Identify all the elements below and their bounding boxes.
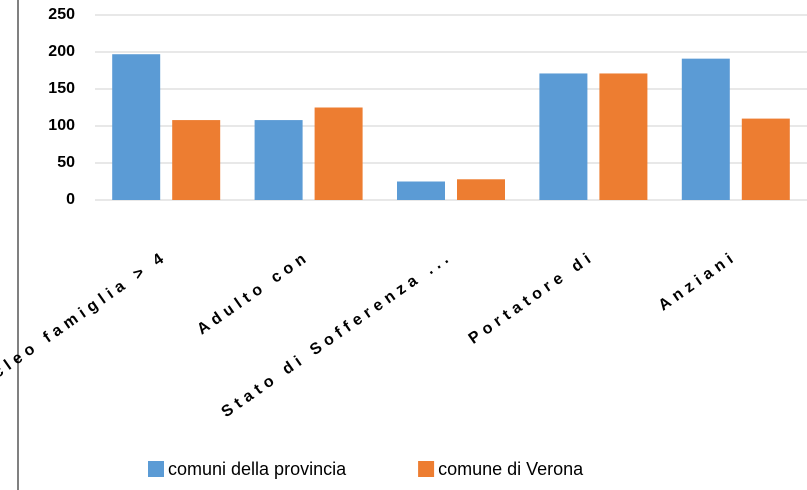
bar bbox=[254, 120, 303, 200]
legend-swatch bbox=[418, 461, 435, 477]
bar bbox=[314, 107, 363, 200]
x-tick-label: Anziani bbox=[655, 248, 740, 315]
bar bbox=[172, 120, 221, 200]
bar bbox=[539, 73, 588, 200]
x-tick-label: Portatore di bbox=[466, 248, 598, 348]
x-tick-label: Stato di Sofferenza ... bbox=[218, 248, 455, 421]
bar bbox=[681, 58, 730, 200]
legend-label: comune di Verona bbox=[438, 459, 584, 479]
bar bbox=[112, 54, 161, 200]
y-tick-label: 0 bbox=[66, 191, 75, 208]
x-tick-label: Nucleo famiglia > 4 bbox=[0, 248, 171, 400]
y-tick-label: 250 bbox=[48, 6, 75, 23]
legend-label: comuni della provincia bbox=[168, 459, 347, 479]
y-tick-label: 200 bbox=[48, 43, 75, 60]
legend-swatch bbox=[148, 461, 164, 477]
x-tick-label: Adulto con bbox=[194, 248, 313, 339]
bar bbox=[599, 73, 648, 200]
bar bbox=[741, 118, 790, 200]
y-tick-label: 150 bbox=[48, 80, 75, 97]
y-tick-label: 50 bbox=[57, 154, 75, 171]
bar bbox=[457, 179, 505, 200]
y-tick-label: 100 bbox=[48, 117, 75, 134]
bar bbox=[397, 181, 445, 200]
